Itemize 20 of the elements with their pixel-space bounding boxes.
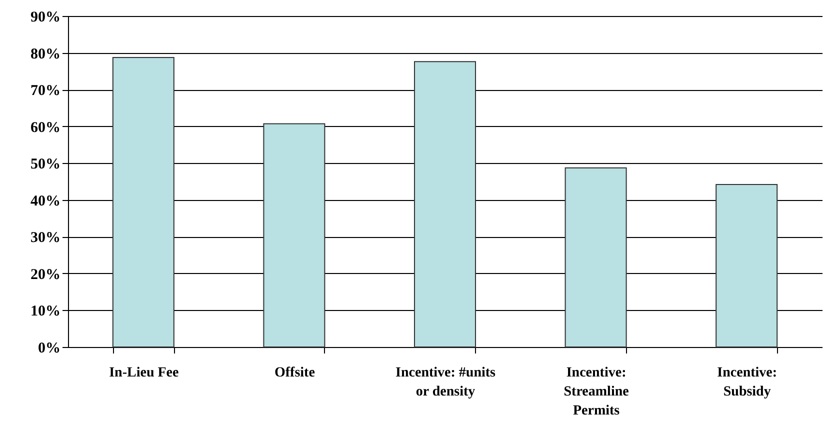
bar (414, 61, 476, 348)
x-tick-label: Incentive: #units or density (396, 366, 496, 400)
y-tick-label: 80% (30, 46, 60, 62)
x-tick-label: Offsite (274, 366, 315, 380)
x-tick-label: Incentive: Subsidy (717, 366, 778, 400)
bar (112, 57, 174, 348)
bar (716, 184, 778, 348)
y-tick-label: 60% (30, 120, 60, 136)
y-tick-label: 10% (30, 304, 60, 320)
y-tick-label: 20% (30, 266, 60, 283)
y-tick-label: 30% (30, 230, 60, 246)
y-tick-label: 50% (30, 156, 60, 173)
x-tick-label: In-Lieu Fee (109, 366, 179, 380)
y-tick-label: 70% (30, 83, 60, 100)
x-tick-label: Incentive: Streamline Permits (564, 366, 629, 418)
bar (263, 123, 326, 348)
y-tick-label: 90% (30, 10, 60, 26)
y-tick-label: 40% (30, 193, 60, 210)
bar (564, 167, 627, 348)
y-tick-label: 0% (38, 340, 60, 356)
